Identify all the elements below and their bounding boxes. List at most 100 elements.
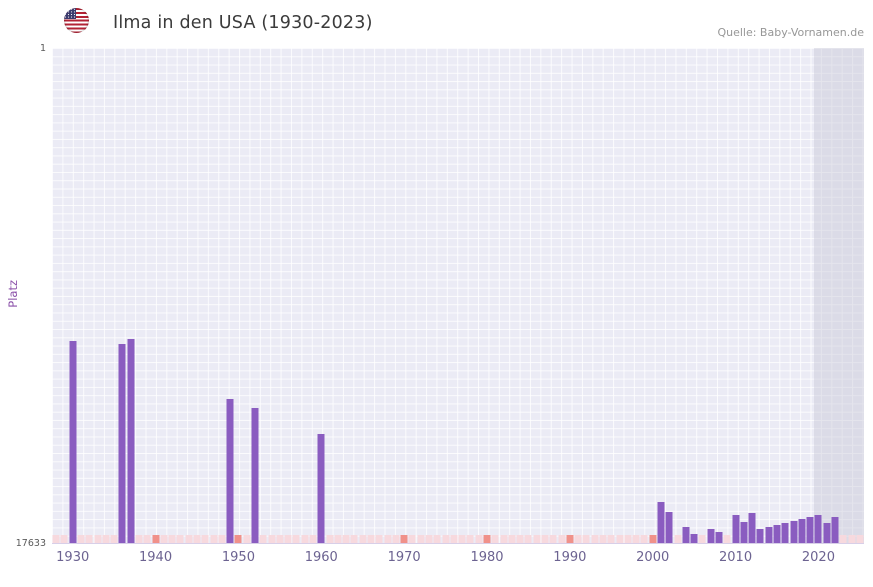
no-data-marker <box>168 535 176 543</box>
no-data-marker <box>848 535 856 543</box>
recent-years-highlight <box>814 48 864 543</box>
no-data-marker <box>591 535 599 543</box>
page-title: Ilma in den USA (1930-2023) <box>113 13 373 33</box>
no-data-marker <box>309 535 317 543</box>
rank-bar-2014[interactable] <box>765 526 773 543</box>
no-data-marker <box>210 535 218 543</box>
no-data-marker <box>723 535 731 543</box>
x-tick-label: 1990 <box>553 550 587 565</box>
rank-bar-1952[interactable] <box>251 408 259 543</box>
source-link[interactable]: Quelle: Baby-Vornamen.de <box>717 26 864 39</box>
no-data-marker <box>392 535 400 543</box>
no-data-marker <box>508 535 516 543</box>
no-data-marker <box>201 535 209 543</box>
rank-bar-1936[interactable] <box>118 344 126 543</box>
rank-bar-2012[interactable] <box>748 513 756 543</box>
rank-bar-2002[interactable] <box>665 512 673 543</box>
rank-bar-2001[interactable] <box>657 501 665 543</box>
rank-bar-2022[interactable] <box>831 517 839 543</box>
no-data-marker <box>408 535 416 543</box>
no-data-marker <box>607 535 615 543</box>
no-data-marker <box>839 535 847 543</box>
no-data-marker <box>558 535 566 543</box>
no-data-marker <box>176 535 184 543</box>
rank-bar-2021[interactable] <box>823 522 831 543</box>
decade-marker <box>566 535 574 543</box>
no-data-marker <box>284 535 292 543</box>
no-data-marker <box>442 535 450 543</box>
decade-marker <box>152 535 160 543</box>
no-data-marker <box>516 535 524 543</box>
plot-area[interactable] <box>52 48 864 544</box>
x-tick-label: 1930 <box>56 550 90 565</box>
no-data-marker <box>342 535 350 543</box>
us-flag-canton-icon <box>64 8 76 19</box>
decade-marker <box>483 535 491 543</box>
no-data-marker <box>674 535 682 543</box>
no-data-marker <box>60 535 68 543</box>
no-data-marker <box>326 535 334 543</box>
no-data-marker <box>359 535 367 543</box>
rank-bar-1930[interactable] <box>69 341 77 543</box>
rank-bar-2013[interactable] <box>756 529 764 543</box>
no-data-marker <box>417 535 425 543</box>
no-data-marker <box>433 535 441 543</box>
rank-bar-2018[interactable] <box>798 519 806 543</box>
x-tick-label: 1970 <box>387 550 421 565</box>
x-tick-label: 1950 <box>221 550 255 565</box>
no-data-marker <box>524 535 532 543</box>
rank-bar-1949[interactable] <box>226 399 234 543</box>
x-tick-label: 2000 <box>636 550 670 565</box>
no-data-marker <box>698 535 706 543</box>
no-data-marker <box>334 535 342 543</box>
no-data-marker <box>52 535 60 543</box>
rank-bar-2007[interactable] <box>707 528 715 543</box>
no-data-marker <box>616 535 624 543</box>
no-data-marker <box>110 535 118 543</box>
no-data-marker <box>624 535 632 543</box>
no-data-marker <box>367 535 375 543</box>
rank-bar-2017[interactable] <box>790 521 798 543</box>
decade-marker <box>234 535 242 543</box>
rank-bar-2005[interactable] <box>690 533 698 543</box>
rank-bar-2011[interactable] <box>740 522 748 543</box>
no-data-marker <box>500 535 508 543</box>
no-data-marker <box>85 535 93 543</box>
x-tick-label: 1940 <box>139 550 173 565</box>
no-data-marker <box>856 535 864 543</box>
no-data-marker <box>218 535 226 543</box>
rank-bar-2016[interactable] <box>781 522 789 543</box>
no-data-marker <box>458 535 466 543</box>
rank-bar-2020[interactable] <box>814 515 822 543</box>
no-data-marker <box>193 535 201 543</box>
rank-bar-1960[interactable] <box>317 434 325 543</box>
y-axis-min-label: 17633 <box>15 538 46 549</box>
no-data-marker <box>466 535 474 543</box>
no-data-marker <box>375 535 383 543</box>
no-data-marker <box>549 535 557 543</box>
no-data-marker <box>450 535 458 543</box>
rank-bar-1937[interactable] <box>127 339 135 543</box>
x-axis: 1930 1940 1950 1960 1970 1980 1990 2000 2010 2020 <box>52 550 864 572</box>
no-data-marker <box>475 535 483 543</box>
x-tick-label: 2010 <box>719 550 753 565</box>
no-data-marker <box>541 535 549 543</box>
x-tick-label: 1960 <box>304 550 338 565</box>
rank-bar-2010[interactable] <box>732 515 740 543</box>
no-data-marker <box>276 535 284 543</box>
y-axis-title: Platz <box>6 280 20 308</box>
decade-marker <box>400 535 408 543</box>
rank-bar-2004[interactable] <box>682 526 690 543</box>
no-data-marker <box>425 535 433 543</box>
no-data-marker <box>350 535 358 543</box>
no-data-marker <box>94 535 102 543</box>
no-data-marker <box>243 535 251 543</box>
rank-bar-2019[interactable] <box>806 517 814 543</box>
no-data-marker <box>640 535 648 543</box>
rank-bar-2015[interactable] <box>773 524 781 543</box>
x-tick-label: 2020 <box>801 550 835 565</box>
no-data-marker <box>268 535 276 543</box>
no-data-marker <box>384 535 392 543</box>
rank-bar-2008[interactable] <box>715 531 723 543</box>
